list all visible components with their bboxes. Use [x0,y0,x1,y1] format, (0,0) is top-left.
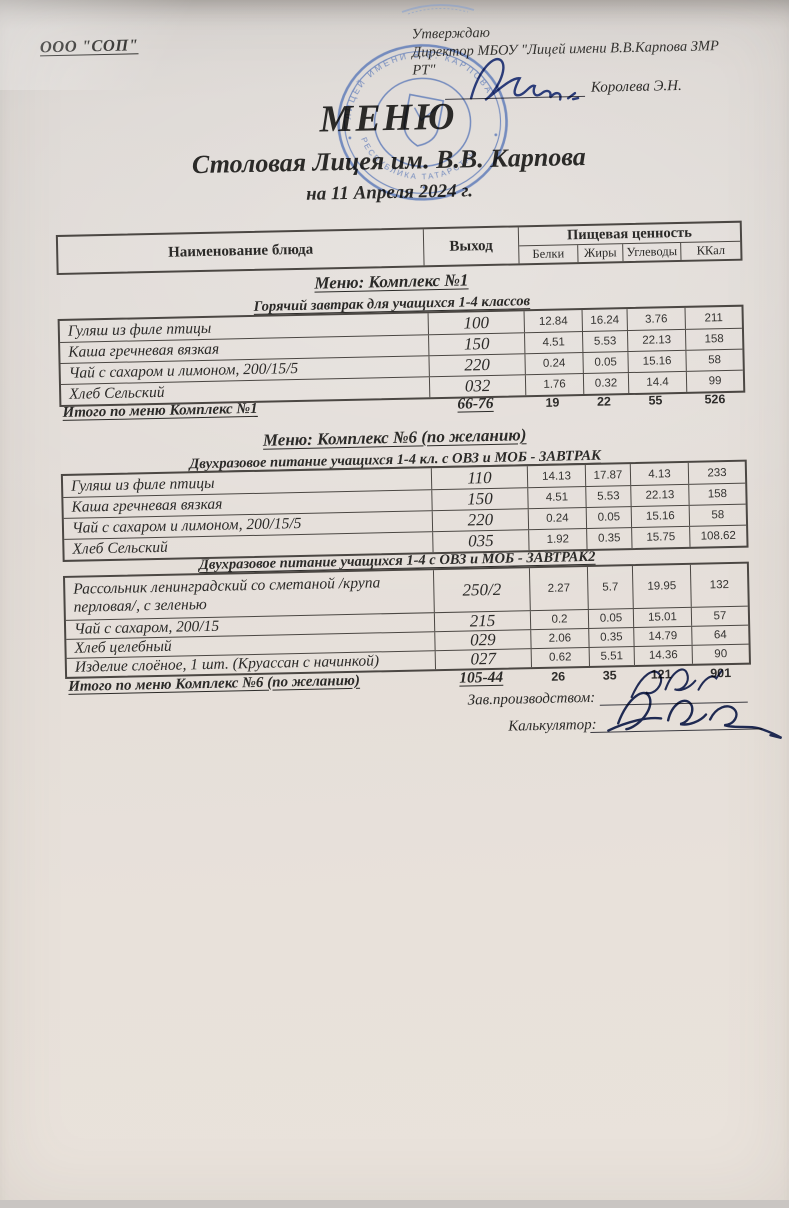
fat-cell: 5.53 [585,486,631,508]
output-cell: 027 [434,649,531,670]
protein-cell: 2.06 [530,628,589,649]
kcal-cell: 58 [688,504,747,526]
fat-cell: 0.35 [588,628,634,647]
protein-cell: 0.24 [527,508,587,530]
school-stamp: ЛИЦЕЙ ИМЕНИ В.В. КАРПОВА РЕСПУБЛИКА ТАТА… [337,44,508,201]
carbs-cell: 22.13 [630,484,689,507]
protein-cell: 12.84 [523,310,582,333]
protein-cell: 0.24 [524,353,583,375]
output-cell: 220 [431,509,529,532]
totals-protein: 19 [545,395,560,410]
fat-cell: 17.87 [584,464,631,487]
director-signature [469,57,580,102]
totals-output: 66-76 [457,394,494,413]
output-column-header: Выход [422,227,519,266]
carbs-cell: 19.95 [631,564,691,609]
dish-name-cell: Рассольник ленинградский со сметаной /кр… [73,574,381,616]
output-cell: 150 [431,488,528,511]
output-cell: 150 [428,333,525,356]
protein-column-header: Белки [532,246,565,262]
production-signature [630,668,724,699]
protein-cell: 2.27 [528,566,588,611]
kcal-cell: 58 [685,349,743,371]
fat-cell: 0.05 [587,609,634,628]
output-cell: 100 [427,311,524,335]
kcal-cell: 158 [688,483,746,505]
protein-cell: 1.92 [528,528,587,551]
carbs-cell: 15.01 [632,607,692,628]
protein-cell: 4.51 [524,332,583,354]
carbs-cell: 3.76 [626,307,685,331]
kcal-cell: 64 [691,625,749,645]
carbs-cell: 15.75 [631,526,690,549]
fat-cell: 0.05 [582,352,628,374]
svg-text:РЕСПУБЛИКА ТАТАРСТАН: РЕСПУБЛИКА ТАТАРСТАН [359,134,479,183]
carbs-column-header: Углеводы [622,242,681,262]
output-cell: 215 [433,611,531,632]
protein-cell: 14.13 [526,465,586,488]
stamp-ring-text-bottom: РЕСПУБЛИКА ТАТАРСТАН [359,134,479,183]
fat-column-header: Жиры [577,244,623,263]
calculator-label: Калькулятор: [508,716,597,735]
protein-cell: 0.2 [529,609,589,630]
output-cell: 110 [430,466,528,490]
kcal-cell: 158 [684,328,743,350]
carbs-cell: 15.16 [627,350,686,373]
svg-text:ЛИЦЕЙ ИМЕНИ В.В. КАРПОВА: ЛИЦЕЙ ИМЕНИ В.В. КАРПОВА [341,48,496,120]
totals-output: 105-44 [459,668,504,687]
kcal-cell: 57 [690,606,749,626]
stamp-divider-dots [348,133,498,189]
kcal-cell: 132 [689,563,748,607]
stamp-ring-text-top: ЛИЦЕЙ ИМЕНИ В.В. КАРПОВА [341,48,496,120]
output-cell: 220 [428,354,525,377]
carbs-cell: 4.13 [629,462,689,486]
kcal-cell: 233 [687,461,746,484]
totals-fat: 22 [596,394,612,409]
fat-cell: 5.53 [581,331,628,353]
calculator-signature [607,691,783,740]
totals-protein: 26 [551,669,566,684]
fat-cell: 0.35 [586,528,632,549]
fat-cell: 16.24 [581,309,627,332]
dish-column-header: Наименование блюда [167,241,314,261]
org-label: ООО "СОП" [39,35,139,57]
stamp-emblem-icon [403,93,445,147]
production-manager-label: Зав.производством: [467,689,596,709]
carbs-cell: 14.79 [633,626,692,647]
output-cell: 035 [432,530,529,553]
kcal-cell: 108.62 [689,525,747,547]
fat-cell: 0.05 [585,507,632,528]
kcal-column-header: ККал [680,241,741,260]
faint-stamp-imprint [401,4,475,15]
output-cell: 029 [434,630,531,651]
carbs-cell: 15.16 [630,505,690,528]
output-cell: 250/2 [432,568,530,613]
carbs-cell: 22.13 [626,329,686,352]
protein-cell: 4.51 [527,487,586,509]
totals-kcal: 526 [704,392,726,407]
menu-table-complex-6-breakfast: Гуляш из филе птицы 110 14.13 17.87 4.13… [60,459,749,562]
fat-cell: 5.7 [586,566,633,609]
kcal-cell: 211 [684,306,742,329]
protein-cell: 0.62 [530,647,589,668]
totals-carbs: 55 [648,393,663,408]
